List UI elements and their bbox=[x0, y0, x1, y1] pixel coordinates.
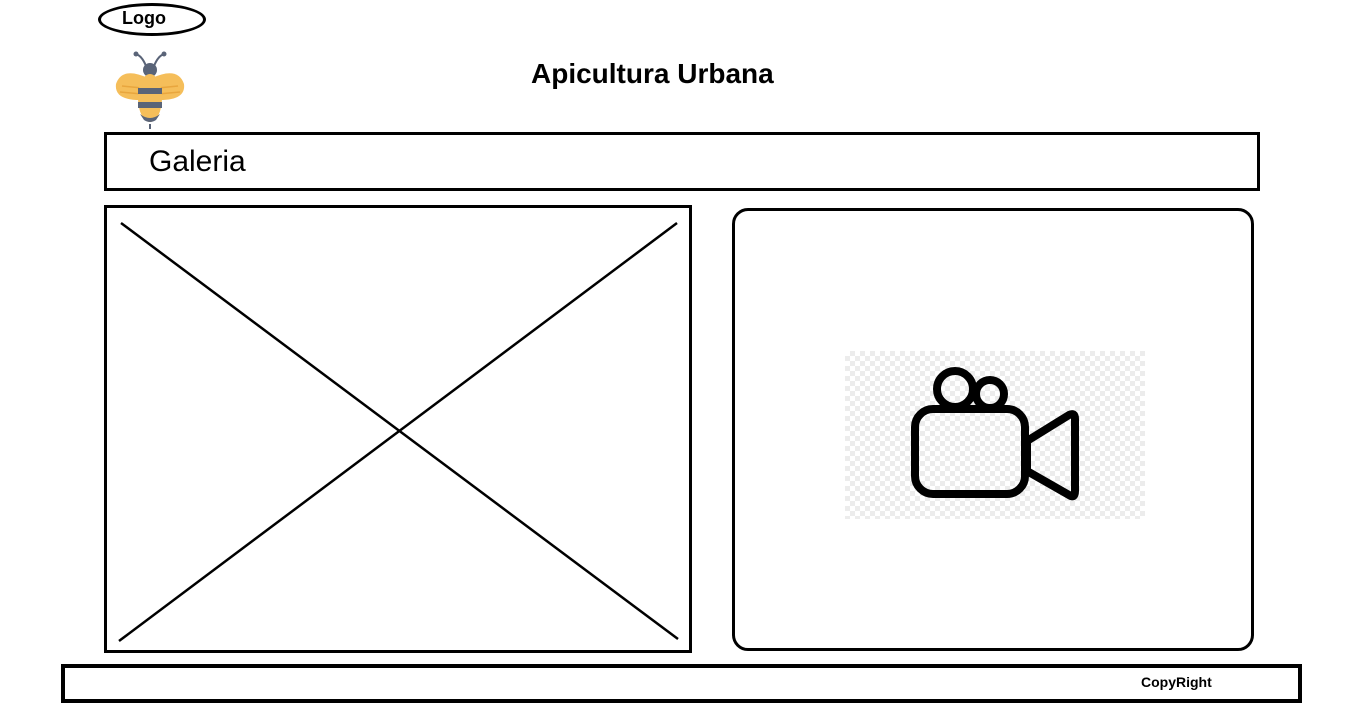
nav-bar: Galeria bbox=[104, 132, 1260, 191]
video-camera-icon bbox=[911, 367, 1079, 501]
site-title: Apicultura Urbana bbox=[531, 58, 774, 89]
logo-oval[interactable] bbox=[98, 3, 206, 36]
image-placeholder[interactable] bbox=[104, 205, 692, 653]
footer: CopyRight bbox=[61, 664, 1302, 703]
image-placeholder-icon bbox=[118, 221, 679, 643]
bee-icon bbox=[115, 51, 185, 129]
video-player[interactable] bbox=[732, 208, 1254, 651]
copyright-text: CopyRight bbox=[1141, 674, 1212, 690]
nav-item-galeria[interactable]: Galeria bbox=[149, 145, 246, 178]
video-thumbnail[interactable] bbox=[845, 351, 1145, 519]
logo-label: Logo bbox=[122, 8, 166, 28]
